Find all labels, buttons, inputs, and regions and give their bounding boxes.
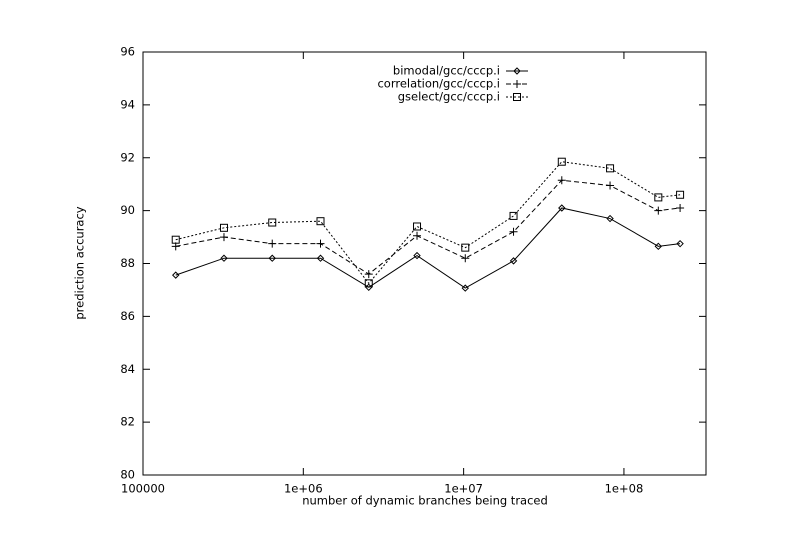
legend-label: gselect/gcc/cccp.i [398, 90, 500, 104]
y-tick-label: 82 [120, 415, 135, 429]
legend-label: bimodal/gcc/cccp.i [393, 64, 500, 78]
point [316, 217, 325, 226]
y-tick-label: 80 [120, 468, 135, 482]
y-tick-label: 90 [120, 203, 135, 217]
point [676, 190, 685, 199]
point [509, 257, 518, 265]
point [268, 254, 276, 262]
x-axis-label: number of dynamic branches being traced [302, 494, 548, 508]
point [413, 231, 422, 240]
point [676, 203, 685, 212]
point [364, 270, 373, 279]
x-tick-label: 1e+06 [284, 482, 323, 496]
point [413, 222, 422, 231]
y-tick-label: 94 [120, 97, 135, 111]
y-tick-label: 88 [120, 256, 135, 270]
y-tick-label: 96 [120, 45, 135, 59]
point [316, 239, 325, 248]
point [172, 271, 180, 279]
series-line [175, 179, 681, 275]
point [509, 211, 518, 220]
point [365, 283, 373, 292]
plot-border [142, 51, 707, 476]
point [557, 176, 566, 185]
x-tick-label: 1e+08 [605, 482, 644, 496]
point [316, 254, 325, 262]
point [557, 157, 566, 166]
point [606, 164, 615, 173]
point [220, 254, 228, 262]
point [461, 254, 470, 263]
legend-marker [513, 93, 521, 101]
series-line [175, 207, 681, 289]
point [461, 284, 469, 292]
y-tick-label: 84 [120, 362, 135, 376]
series-line [175, 161, 681, 285]
point [558, 204, 566, 212]
point [654, 193, 663, 202]
x-tick-label: 100000 [121, 482, 165, 496]
point [509, 227, 518, 236]
point [219, 223, 228, 232]
point [461, 243, 470, 252]
point [606, 214, 614, 223]
point [676, 239, 684, 248]
point [268, 218, 277, 227]
point [606, 181, 615, 190]
y-tick-label: 86 [120, 309, 135, 323]
point [219, 233, 228, 242]
point [268, 239, 277, 248]
point [654, 206, 663, 215]
point [171, 235, 180, 244]
legend-label: correlation/gcc/cccp.i [377, 77, 500, 91]
y-tick-label: 92 [120, 150, 135, 164]
y-axis-label: prediction accuracy [73, 206, 87, 319]
point [364, 279, 373, 288]
legend-marker [513, 67, 521, 75]
point [413, 251, 421, 260]
point [654, 242, 663, 251]
legend-marker [513, 80, 521, 88]
x-tick-label: 1e+07 [444, 482, 483, 496]
